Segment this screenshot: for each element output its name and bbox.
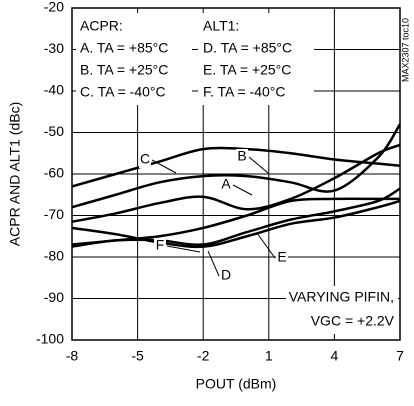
series-label: B [237,148,246,164]
series-label: E [277,249,286,265]
key-text: C. TA = -40°C [80,84,166,100]
label-background [220,177,232,193]
x-tick-label: 7 [396,348,404,364]
y-axis-label: ACPR AND ALT1 (dBc) [7,102,23,246]
key-text: ALT1: [203,18,239,34]
x-tick-label: 4 [331,348,339,364]
x-tick-label: -2 [197,348,210,364]
key-text: B. TA = +25°C [80,62,168,78]
series-label: C [140,151,150,167]
y-tick-label: -40 [44,82,64,98]
key-text: ACPR: [80,18,123,34]
series-line [71,197,400,246]
y-tick-label: -80 [44,248,64,264]
key-text: E. TA = +25°C [203,62,291,78]
y-tick-label: -70 [44,206,64,222]
y-tick-label: -30 [44,40,64,56]
key-background [76,13,192,105]
key-text: F. TA = -40°C [203,84,286,100]
leader-line [151,159,177,174]
annotation: VGC = +2.2V [311,313,395,329]
side-note: MAX2307 toc10 [400,18,410,82]
label-background [154,238,166,254]
leader-line [256,232,276,259]
leader-line [248,156,269,174]
label-background [139,152,151,168]
series-line [71,143,401,223]
label-background [236,149,248,165]
y-tick-label: -90 [44,289,64,305]
y-tick-label: -20 [44,0,64,15]
series-line [71,123,402,209]
x-axis-label: POUT (dBm) [196,376,277,392]
series-line [71,199,401,249]
leader-line [232,184,253,196]
key-text: A. TA = +85°C [80,40,168,56]
series-label: F [156,237,165,253]
leader-line [166,245,201,253]
x-tick-label: -8 [66,348,79,364]
label-background [276,250,288,266]
annotation-background [286,286,398,334]
x-tick-label: 1 [265,348,273,364]
y-tick-label: -60 [44,165,64,181]
annotation: VARYING PIFIN, [289,289,394,305]
series-label: A [221,176,231,192]
label-background [220,268,232,284]
x-tick-label: -5 [131,348,144,364]
leader-line [207,250,220,277]
key-background [198,13,314,105]
y-tick-label: -50 [44,123,64,139]
series-label: D [221,267,231,283]
y-tick-label: -100 [36,331,64,347]
key-text: D. TA = +85°C [203,40,292,56]
